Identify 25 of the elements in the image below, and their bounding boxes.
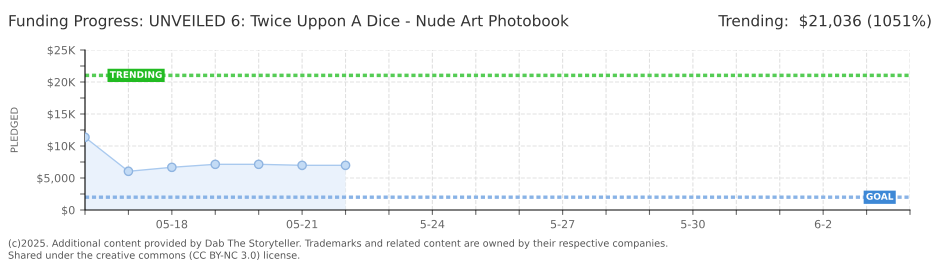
point [166,162,177,172]
ref-line-label: TRENDING [110,71,162,78]
point [297,160,307,170]
chart-subtitle: Trending: $21,036 (1051%) [718,14,931,30]
text: Shared under the creative commons (CC BY-NC 3.0) license. [8,251,300,260]
x-tick-label: 05-21 [286,220,318,228]
chart-title: Funding Progress: UNVEILED 6: Twice Uppon A Dice - Nude Art Photobook [10,14,569,30]
point [210,159,220,170]
point [340,160,350,170]
point [254,159,264,170]
x-tick-label: 5-30 [681,220,705,228]
point [124,166,134,176]
x-tick-label: 5-27 [550,220,574,228]
text: (c)2025. Additional content provided by Dab The Storyteller. Trademarks and related content are owned by their respective companies. [8,239,668,249]
y-tick-label: $10K [48,142,76,152]
y-tick-label: $20K [48,78,76,88]
x-tick-label: 05-18 [156,220,188,228]
ref-line-label: GOAL [866,192,894,200]
y-tick-label: $25K [48,46,76,56]
y-tick-label: $5,000 [37,174,75,184]
y-axis-title: PLEDGED [10,108,18,152]
x-tick-label: 5-24 [420,220,444,228]
y-tick-label: $0 [62,206,75,216]
x-tick-label: 6-2 [814,220,832,228]
y-tick-label: $15K [48,110,76,120]
